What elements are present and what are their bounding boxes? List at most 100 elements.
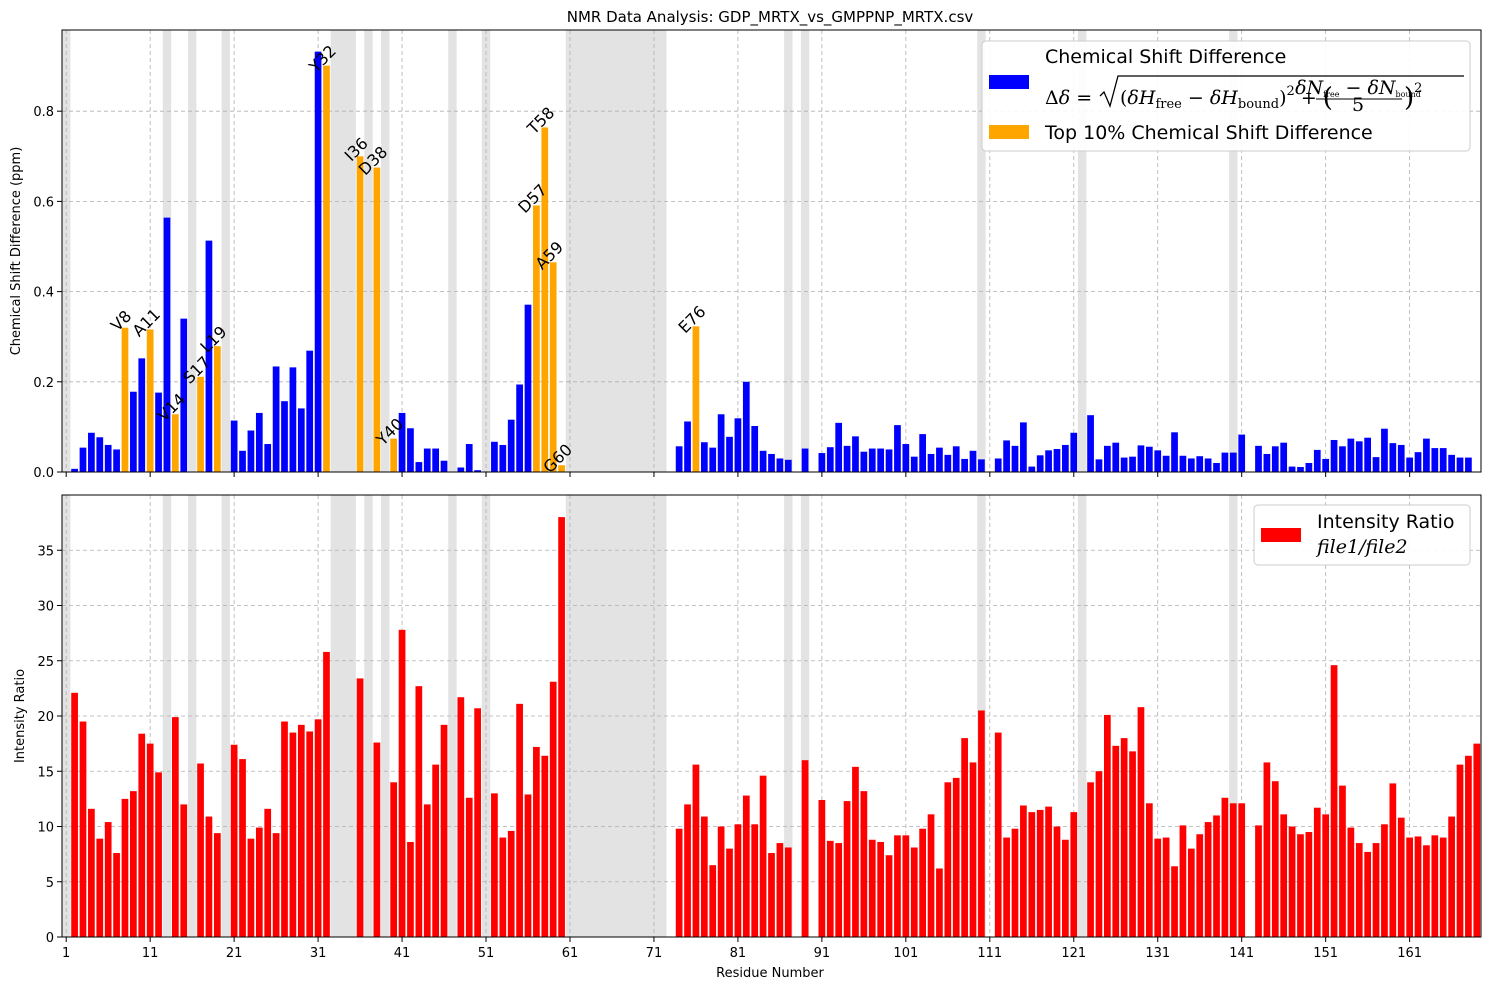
bar-residue-116 [1028, 812, 1036, 937]
bar-residue-22 [239, 450, 246, 472]
bar-residue-133 [1171, 866, 1178, 937]
x-axis-ticks: 1 11 21 31 41 51 61 71 81 91 101 111 121 131 141 151 161 [62, 937, 1422, 961]
bar-residue-95 [852, 436, 859, 472]
bar-residue-54 [507, 419, 515, 472]
bar-residue-32 [323, 65, 330, 472]
bar-residue-159 [1389, 443, 1397, 472]
bar-residue-151 [1322, 814, 1330, 937]
bar-residue-6 [104, 444, 112, 472]
bar-residue-13 [163, 217, 171, 472]
bar-residue-127 [1120, 738, 1128, 937]
bar-residue-42 [407, 428, 414, 472]
bar-residue-96 [860, 451, 868, 472]
missing-range-shade [800, 30, 810, 472]
bar-residue-157 [1372, 457, 1380, 472]
bar-residue-79 [717, 826, 725, 937]
bar-residue-8 [121, 327, 129, 472]
bar-residue-92 [826, 447, 834, 472]
bar-residue-43 [415, 686, 423, 937]
bar-residue-31 [314, 51, 322, 472]
bar-residue-117 [1036, 455, 1044, 472]
bar-residue-17 [197, 763, 204, 937]
x-tick-label: 21 [226, 946, 243, 961]
legend-label-cs: Chemical Shift Difference [1045, 46, 1286, 68]
bar-residue-106 [944, 454, 952, 472]
bar-residue-106 [944, 782, 952, 937]
bar-residue-131 [1154, 450, 1162, 472]
bar-residue-75 [684, 421, 691, 472]
bar-residue-49 [465, 444, 473, 472]
bar-residue-60 [558, 465, 565, 472]
svg-text:)2: )2 [1404, 81, 1422, 113]
y-tick-label: 20 [37, 710, 54, 725]
bar-residue-40 [390, 782, 398, 937]
bar-residue-83 [751, 425, 759, 472]
bar-residue-123 [1087, 415, 1094, 472]
bar-residue-79 [717, 414, 725, 472]
bar-residue-120 [1062, 839, 1069, 937]
bar-residue-87 [784, 459, 792, 472]
x-axis-label: Residue Number [716, 966, 824, 981]
bar-residue-150 [1313, 449, 1321, 472]
missing-range-shade [221, 30, 230, 472]
bar-residue-138 [1213, 815, 1220, 937]
bar-residue-124 [1095, 771, 1103, 937]
bar-residue-145 [1271, 781, 1279, 937]
bar-residue-146 [1280, 442, 1288, 472]
bar-residue-55 [516, 703, 523, 937]
bar-residue-56 [524, 304, 532, 472]
bar-residue-77 [700, 816, 708, 937]
bar-residue-168 [1465, 755, 1472, 937]
bar-residue-107 [952, 777, 960, 937]
y-axis-ticks: 0.0 0.2 0.4 0.6 0.8 [33, 105, 62, 481]
x-tick-label: 51 [478, 946, 495, 961]
y-tick-label: 5 [46, 876, 54, 891]
bar-residue-134 [1179, 455, 1187, 472]
bar-residue-49 [465, 797, 473, 937]
bar-residue-103 [919, 434, 926, 472]
bar-residue-56 [524, 794, 532, 937]
bar-residue-91 [818, 799, 826, 937]
bar-residue-168 [1465, 457, 1472, 472]
bar-residue-165 [1439, 448, 1447, 472]
y-axis-label: Chemical Shift Difference (ppm) [9, 147, 24, 356]
bar-residue-143 [1255, 825, 1262, 937]
x-tick-label: 101 [893, 946, 918, 961]
bar-residue-86 [776, 458, 784, 472]
bar-residue-138 [1213, 462, 1220, 472]
y-tick-label: 30 [37, 600, 54, 615]
bar-residue-89 [801, 448, 809, 472]
missing-range-shade [381, 30, 390, 472]
bar-residue-96 [860, 791, 868, 937]
bar-residue-104 [927, 453, 935, 472]
bar-residue-76 [692, 326, 700, 472]
bar-residue-24 [255, 412, 263, 472]
bar-residue-134 [1179, 825, 1187, 937]
bar-residue-59 [549, 262, 557, 472]
chemical-shift-panel: V8A11V14S17L19Y32I36D38Y40D57T58A59G60E7… [9, 29, 1482, 481]
legend: Intensity Ratio file1/file2 [1253, 504, 1471, 566]
bar-residue-18 [205, 240, 213, 472]
bar-residue-8 [121, 798, 129, 937]
bar-residue-52 [491, 793, 498, 937]
y-tick-label: 0.0 [33, 466, 54, 481]
bar-residue-107 [952, 446, 960, 472]
y-axis-ticks: 0 5 10 15 20 25 30 35 [37, 544, 62, 946]
bar-residue-140 [1229, 803, 1237, 937]
bar-residue-44 [423, 804, 431, 937]
bar-residue-141 [1238, 434, 1246, 472]
bar-residue-112 [994, 732, 1002, 937]
bar-residue-121 [1070, 812, 1078, 937]
bar-residue-14 [171, 717, 179, 937]
bar-residue-29 [297, 724, 305, 937]
missing-range-shade [187, 495, 197, 937]
bar-residue-139 [1221, 797, 1229, 937]
missing-range-shade [330, 30, 356, 472]
bar-residue-44 [423, 448, 431, 472]
x-tick-label: 151 [1313, 946, 1338, 961]
bar-residue-74 [675, 446, 683, 472]
bar-residue-123 [1087, 782, 1094, 937]
bar-residue-110 [978, 710, 985, 937]
bar-residue-28 [289, 732, 297, 937]
bar-residue-25 [264, 444, 272, 472]
